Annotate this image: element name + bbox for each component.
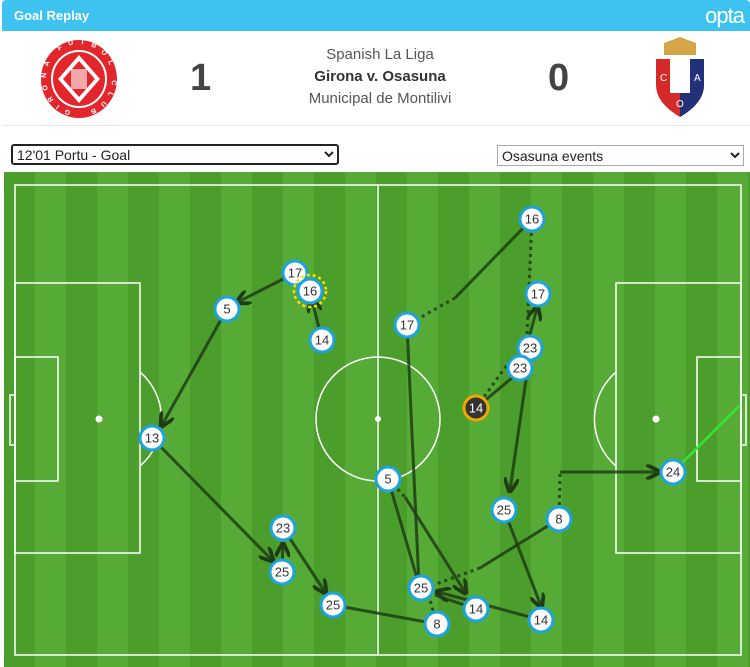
player-number: 23 (523, 341, 537, 356)
player-node[interactable]: 14 (462, 595, 490, 623)
widget-title: Goal Replay (14, 8, 90, 23)
player-number: 5 (384, 472, 391, 487)
player-number: 25 (497, 503, 511, 518)
osasuna-logo: C A O (656, 37, 704, 117)
carry-line (406, 296, 456, 327)
pass-arrow (403, 496, 465, 592)
svg-text:A: A (694, 73, 701, 84)
player-number: 17 (531, 287, 545, 302)
player-number: 23 (276, 521, 290, 536)
girona-logo: GIRONA FUTBOL CLUB (41, 39, 117, 118)
away-score: 0 (548, 57, 570, 99)
goal-shot-line (672, 404, 741, 473)
pass-arrow (453, 217, 534, 300)
player-number: 8 (555, 512, 562, 527)
pass-arrow (502, 509, 541, 606)
player-node[interactable]: 13 (138, 424, 166, 452)
player-node[interactable]: 16 (292, 273, 328, 309)
fixture: Girona v. Osasuna (314, 68, 446, 85)
opta-logo: opta (705, 3, 745, 28)
home-score: 1 (190, 57, 212, 99)
pass-arrow (332, 603, 438, 626)
player-node[interactable]: 23 (269, 514, 297, 542)
player-node[interactable]: 25 (490, 496, 518, 524)
player-number: 17 (400, 318, 414, 333)
venue: Municipal de Montilivi (308, 90, 452, 107)
player-node[interactable]: 14 (308, 326, 336, 354)
player-number: 14 (469, 401, 483, 416)
player-number: 14 (315, 333, 329, 348)
competition: Spanish La Liga (326, 46, 434, 63)
player-number: 23 (513, 361, 527, 376)
player-node[interactable]: 25 (268, 558, 296, 586)
carry-line (525, 218, 534, 336)
title-bar: Goal Replay opta (2, 0, 750, 31)
player-number: 13 (145, 431, 159, 446)
svg-text:C: C (660, 73, 667, 84)
pass-arrow (438, 592, 542, 622)
player-number: 24 (666, 465, 680, 480)
player-node[interactable]: 25 (407, 574, 435, 602)
player-node-scorer[interactable]: 14 (462, 394, 490, 422)
player-number: 14 (469, 602, 483, 617)
player-number: 25 (414, 581, 428, 596)
player-node[interactable]: 23 (516, 334, 544, 362)
player-node[interactable]: 5 (213, 295, 241, 323)
carry-line (474, 357, 514, 409)
player-number: 16 (303, 284, 317, 299)
pass-arrow (479, 517, 560, 570)
player-node[interactable]: 17 (393, 311, 421, 339)
player-node[interactable]: 25 (319, 591, 347, 619)
pass-arrow (150, 436, 272, 560)
svg-text:O: O (676, 99, 684, 110)
player-node[interactable]: 17 (281, 259, 309, 287)
player-node[interactable]: 17 (524, 280, 552, 308)
player-node[interactable]: 24 (659, 458, 687, 486)
player-number: 25 (275, 565, 289, 580)
player-number: 16 (525, 212, 539, 227)
player-number: 14 (534, 613, 548, 628)
player-node[interactable]: 5 (374, 465, 402, 493)
player-number: 8 (433, 617, 440, 632)
player-number: 17 (288, 266, 302, 281)
pass-arrow (162, 308, 229, 425)
match-header: GIRONA FUTBOL CLUB 1 Spanish La Liga Gir… (2, 31, 750, 126)
player-node[interactable]: 16 (518, 205, 546, 233)
team-select[interactable]: Osasuna events (497, 145, 744, 166)
pass-arrow (386, 478, 421, 586)
player-number: 5 (223, 302, 230, 317)
player-node[interactable]: 8 (545, 505, 573, 533)
pass-arrow (405, 324, 421, 586)
player-number: 25 (326, 598, 340, 613)
player-node[interactable]: 23 (506, 354, 534, 382)
player-node[interactable]: 14 (527, 606, 555, 634)
event-select[interactable]: 12'01 Portu - Goal (11, 144, 339, 165)
player-node[interactable]: 8 (423, 610, 451, 638)
